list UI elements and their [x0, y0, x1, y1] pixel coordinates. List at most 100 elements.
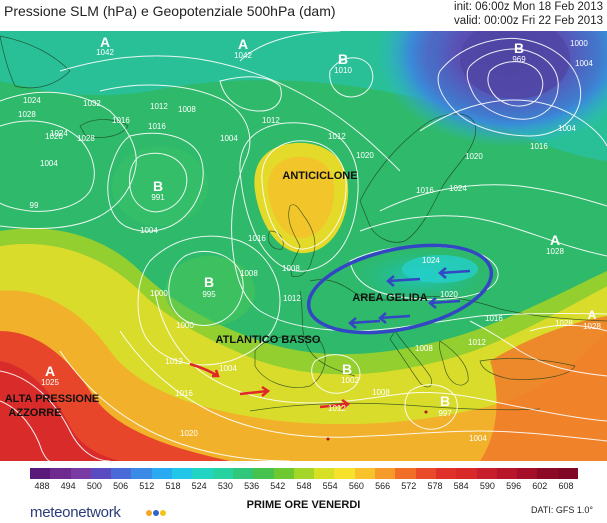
svg-text:1008: 1008 [178, 105, 196, 114]
center-value: 1028 [583, 322, 601, 331]
svg-text:1004: 1004 [469, 434, 487, 443]
center-value: 1010 [334, 66, 352, 75]
atlantico-basso-label: ATLANTICO BASSO [216, 334, 321, 346]
svg-text:1012: 1012 [328, 132, 346, 141]
colorbar-tick: 506 [113, 481, 129, 491]
colorbar-tick: 524 [191, 481, 207, 491]
colorbar-swatch [192, 468, 213, 479]
colorbar-tick: 554 [322, 481, 338, 491]
colorbar-tick: 608 [558, 481, 574, 491]
svg-text:1000: 1000 [150, 289, 168, 298]
svg-text:1020: 1020 [356, 151, 374, 160]
svg-text:1028: 1028 [77, 134, 95, 143]
center-type: A [100, 34, 110, 50]
chart-title: Pressione SLM (hPa) e Geopotenziale 500h… [4, 3, 336, 19]
svg-text:1024: 1024 [422, 256, 440, 265]
svg-text:1024: 1024 [449, 184, 467, 193]
center-value: 991 [151, 193, 165, 202]
colorbar-tick: 500 [86, 481, 102, 491]
svg-text:1004: 1004 [220, 134, 238, 143]
center-type: B [153, 178, 163, 194]
colorbar-swatch [50, 468, 71, 479]
dot-orange [146, 510, 152, 516]
svg-text:1028: 1028 [18, 110, 36, 119]
run-info: init: 06:00z Mon 18 Feb 2013 valid: 00:0… [454, 0, 603, 28]
colorbar-swatch [293, 468, 315, 479]
valid-time: valid: 00:00z Fri 22 Feb 2013 [454, 15, 603, 27]
svg-text:1004: 1004 [575, 59, 593, 68]
svg-text:1004: 1004 [40, 159, 58, 168]
center-type: B [342, 361, 352, 377]
center-type: B [514, 40, 524, 56]
svg-text:1016: 1016 [248, 234, 266, 243]
center-value: 995 [202, 290, 216, 299]
brand-logo: meteonetwork [30, 504, 121, 521]
colorbar-swatch [212, 468, 233, 479]
colorbar-swatch [314, 468, 335, 479]
svg-text:1016: 1016 [112, 116, 130, 125]
colorbar-swatch [273, 468, 294, 479]
weather-map: A 1042 A 1042 B 1010 B 969 B 991 B 995 A… [0, 31, 607, 461]
center-value: 1042 [234, 51, 252, 60]
colorbar-tick: 572 [401, 481, 417, 491]
colorbar-swatch [253, 468, 274, 479]
isobars [0, 31, 607, 461]
svg-text:1020: 1020 [45, 132, 63, 141]
svg-text:1020: 1020 [465, 152, 483, 161]
brand-dots [146, 503, 167, 521]
colorbar-tick: 584 [453, 481, 469, 491]
center-value: 969 [512, 55, 526, 64]
colorbar-swatch [172, 468, 193, 479]
center-type: B [440, 393, 450, 409]
colorbar-swatch [375, 468, 396, 479]
svg-text:1012: 1012 [165, 357, 183, 366]
header: Pressione SLM (hPa) e Geopotenziale 500h… [0, 0, 607, 31]
svg-text:1024: 1024 [23, 96, 41, 105]
colorbar-tick: 530 [217, 481, 233, 491]
cold-area-ellipse [306, 243, 494, 335]
geo-yellow-green [0, 228, 607, 375]
colorbar-swatch [415, 468, 436, 479]
colorbar-tick: 518 [165, 481, 181, 491]
svg-text:1012: 1012 [262, 116, 280, 125]
svg-text:1016: 1016 [175, 389, 193, 398]
svg-text:1008: 1008 [282, 264, 300, 273]
isobar-labels: 1024 1032 1028 1020 1016 1012 1008 1004 … [18, 39, 593, 443]
azzorre-label: AZZORRE [8, 407, 61, 419]
geo-orange [0, 290, 607, 461]
colorbar-tick: 566 [375, 481, 391, 491]
svg-text:1008: 1008 [240, 269, 258, 278]
data-source: DATI: GFS 1.0° [531, 505, 593, 515]
svg-text:1004: 1004 [219, 364, 237, 373]
svg-text:1000: 1000 [176, 321, 194, 330]
center-type: A [238, 36, 248, 52]
colorbar-swatch [70, 468, 91, 479]
center-value: 1002 [341, 376, 359, 385]
marker-dot [424, 410, 428, 414]
colorbar-tick: 602 [532, 481, 548, 491]
colorbar-swatch [496, 468, 518, 479]
svg-text:1028: 1028 [555, 319, 573, 328]
pressure-centers: A 1042 A 1042 B 1010 B 969 B 991 B 995 A… [30, 34, 602, 418]
geo-anticyclone-core [267, 156, 335, 239]
init-time: init: 06:00z Mon 18 Feb 2013 [454, 1, 603, 13]
center-type: A [588, 308, 597, 322]
colorbar-swatch [30, 468, 51, 479]
colorbar-swatch [111, 468, 132, 479]
colorbar [30, 468, 579, 479]
svg-text:1008: 1008 [415, 344, 433, 353]
colorbar-swatch [456, 468, 477, 479]
svg-text:1016: 1016 [416, 186, 434, 195]
colorbar-tick: 494 [60, 481, 76, 491]
anticiclone-label: ANTICICLONE [282, 170, 357, 182]
dot-blue [153, 510, 159, 516]
center-value: 997 [438, 409, 452, 418]
svg-text:1012: 1012 [283, 294, 301, 303]
center-type: B [204, 274, 214, 290]
area-gelida-label: AREA GELIDA [352, 292, 427, 304]
colorbar-tick: 488 [34, 481, 50, 491]
center-value: 1028 [546, 247, 564, 256]
geo-cold-core [402, 255, 478, 283]
colorbar-tick: 548 [296, 481, 312, 491]
svg-text:1012: 1012 [468, 338, 486, 347]
